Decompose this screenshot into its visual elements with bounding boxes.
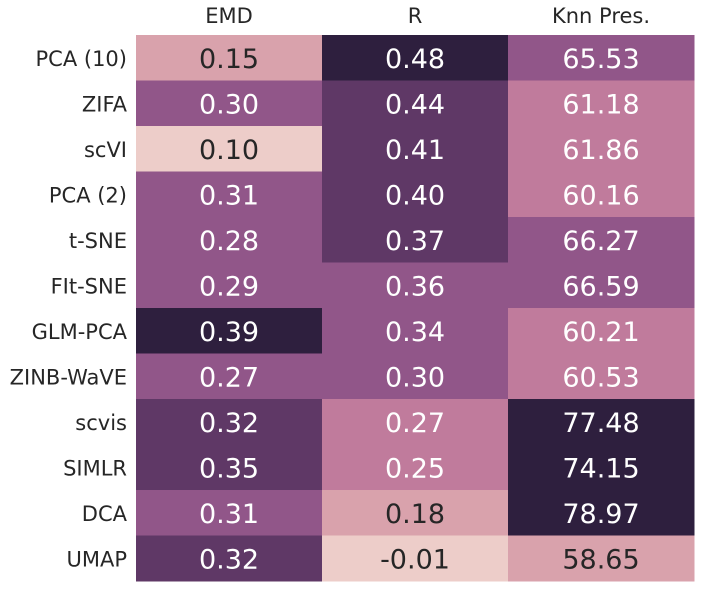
cell-value-pca-2-knn-pres: 60.16 (562, 180, 639, 211)
row-label-t-sne: t-SNE (69, 229, 127, 253)
cell-value-glm-pca-emd: 0.39 (199, 317, 259, 348)
row-label-fit-sne: FIt-SNE (51, 274, 127, 298)
heatmap-cell-glm-pca-r (322, 308, 509, 354)
cell-value-scvis-knn-pres: 77.48 (562, 408, 639, 439)
cell-value-scvi-emd: 0.10 (199, 135, 259, 166)
row-label-zinb-wave: ZINB-WaVE (10, 365, 127, 389)
cell-value-dca-knn-pres: 78.97 (562, 499, 639, 530)
heatmap-cell-simlr-knn-pres (508, 444, 695, 491)
cell-value-fit-sne-r: 0.36 (385, 271, 445, 302)
row-label-dca: DCA (82, 502, 128, 526)
row-labels: PCA (10) ZIFA scVI PCA (2) t-SNE FIt-SNE GLM-P… (10, 47, 128, 572)
heatmap-cell-scvis-r (322, 399, 509, 445)
row-label-pca-2: PCA (2) (49, 183, 127, 207)
heatmap-cell-simlr-emd (136, 444, 323, 491)
heatmap-cell-pca-10-r (322, 35, 509, 81)
column-label-knn-pres: Knn Pres. (552, 4, 650, 28)
cell-value-dca-emd: 0.31 (199, 499, 259, 530)
cell-value-zifa-knn-pres: 61.18 (562, 89, 639, 120)
cell-value-scvis-emd: 0.32 (199, 408, 259, 439)
heatmap-cell-simlr-r (322, 444, 509, 491)
cell-value-umap-knn-pres: 58.65 (562, 544, 639, 575)
cell-value-pca-10-r: 0.48 (385, 44, 445, 75)
row-label-scvis: scvis (75, 411, 127, 435)
heatmap-cell-zinb-wave-knn-pres (508, 353, 695, 400)
heatmap-cell-t-sne-knn-pres (508, 217, 695, 263)
heatmap-cell-dca-emd (136, 490, 323, 536)
heatmap-cell-scvis-emd (136, 399, 323, 445)
heatmap-cell-t-sne-emd (136, 217, 323, 263)
heatmap-cell-umap-r (322, 535, 509, 582)
heatmap-cell-zifa-emd (136, 80, 323, 127)
cell-value-t-sne-r: 0.37 (385, 226, 445, 257)
row-label-glm-pca: GLM-PCA (32, 320, 128, 344)
row-label-scvi: scVI (84, 138, 127, 162)
cell-value-simlr-r: 0.25 (385, 453, 445, 484)
heatmap-cell-dca-knn-pres (508, 490, 695, 536)
row-label-zifa: ZIFA (82, 92, 128, 116)
heatmap-cell-umap-knn-pres (508, 535, 695, 582)
cell-value-scvis-r: 0.27 (385, 408, 445, 439)
cell-value-scvi-knn-pres: 61.86 (562, 135, 639, 166)
heatmap-cell-pca-2-emd (136, 171, 323, 218)
heatmap-cell-fit-sne-knn-pres (508, 262, 695, 309)
row-label-pca-10: PCA (10) (36, 47, 127, 71)
cell-value-t-sne-knn-pres: 66.27 (562, 226, 639, 257)
cell-value-umap-r: -0.01 (380, 544, 450, 575)
cell-value-zifa-r: 0.44 (385, 89, 445, 120)
heatmap-cell-pca-2-knn-pres (508, 171, 695, 218)
heatmap-cell-glm-pca-emd (136, 308, 323, 354)
cell-value-zinb-wave-emd: 0.27 (199, 362, 259, 393)
heatmap-cell-pca-10-emd (136, 35, 323, 81)
heatmap-cell-scvi-knn-pres (508, 126, 695, 172)
heatmap-cell-t-sne-r (322, 217, 509, 263)
cell-value-umap-emd: 0.32 (199, 544, 259, 575)
cell-value-t-sne-emd: 0.28 (199, 226, 259, 257)
cell-value-zinb-wave-r: 0.30 (385, 362, 445, 393)
cell-value-glm-pca-r: 0.34 (385, 317, 445, 348)
cell-value-scvi-r: 0.41 (385, 135, 445, 166)
cell-value-fit-sne-emd: 0.29 (199, 271, 259, 302)
cell-value-simlr-emd: 0.35 (199, 453, 259, 484)
column-label-r: R (408, 4, 423, 28)
cell-value-dca-r: 0.18 (385, 499, 445, 530)
cell-value-simlr-knn-pres: 74.15 (562, 453, 639, 484)
heatmap-cell-zifa-r (322, 80, 509, 127)
heatmap-cell-fit-sne-r (322, 262, 509, 309)
column-label-emd: EMD (205, 4, 253, 28)
row-label-simlr: SIMLR (63, 456, 127, 480)
heatmap-cells: 0.15 0.48 65.53 0.30 0.44 61.18 0.10 0.41 61.86 0… (136, 35, 695, 582)
heatmap-cell-pca-2-r (322, 171, 509, 218)
heatmap-cell-umap-emd (136, 535, 323, 582)
heatmap-cell-glm-pca-knn-pres (508, 308, 695, 354)
heatmap-cell-fit-sne-emd (136, 262, 323, 309)
cell-value-zinb-wave-knn-pres: 60.53 (562, 362, 639, 393)
heatmap-cell-dca-r (322, 490, 509, 536)
row-label-umap: UMAP (66, 547, 127, 571)
heatmap-cell-zinb-wave-emd (136, 353, 323, 400)
cell-value-glm-pca-knn-pres: 60.21 (562, 317, 639, 348)
column-labels: EMD R Knn Pres. (205, 4, 650, 28)
cell-value-pca-2-r: 0.40 (385, 180, 445, 211)
heatmap-cell-scvis-knn-pres (508, 399, 695, 445)
cell-value-pca-2-emd: 0.31 (199, 180, 259, 211)
heatmap-cell-zifa-knn-pres (508, 80, 695, 127)
heatmap-cell-zinb-wave-r (322, 353, 509, 400)
cell-value-pca-10-knn-pres: 65.53 (562, 44, 639, 75)
heatmap-cell-scvi-emd (136, 126, 323, 172)
cell-value-pca-10-emd: 0.15 (199, 44, 259, 75)
heatmap-cell-pca-10-knn-pres (508, 35, 695, 81)
cell-value-fit-sne-knn-pres: 66.59 (562, 271, 639, 302)
heatmap-cell-scvi-r (322, 126, 509, 172)
cell-value-zifa-emd: 0.30 (199, 89, 259, 120)
